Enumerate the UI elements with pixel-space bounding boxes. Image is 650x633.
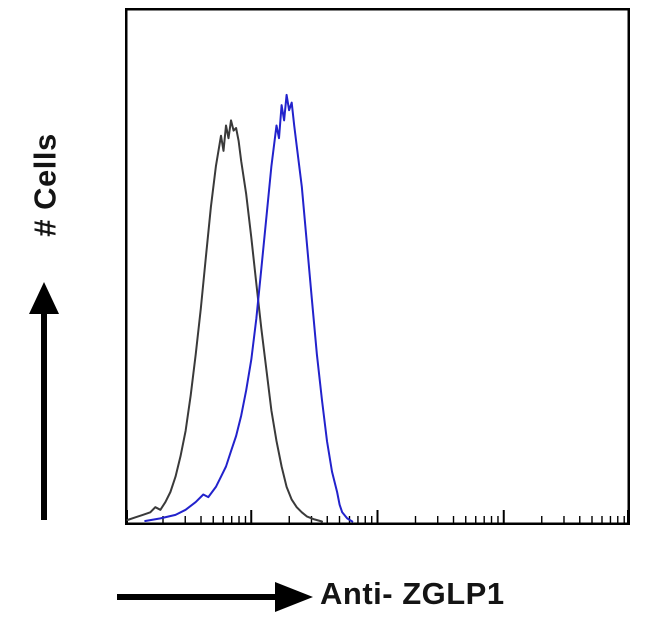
x-axis-arrow-icon <box>117 582 313 612</box>
histogram-plot-area <box>125 8 630 525</box>
y-axis-arrow-icon <box>29 282 59 520</box>
curve-control-black <box>126 119 323 523</box>
histogram-plot-svg <box>125 8 630 525</box>
x-axis-label: Anti- ZGLP1 <box>320 576 505 611</box>
y-axis-label: # Cells <box>28 133 64 237</box>
curve-anti-zglp1-blue <box>144 93 354 523</box>
y-axis-label-wrap: # Cells <box>0 85 92 285</box>
plot-border <box>125 8 630 525</box>
